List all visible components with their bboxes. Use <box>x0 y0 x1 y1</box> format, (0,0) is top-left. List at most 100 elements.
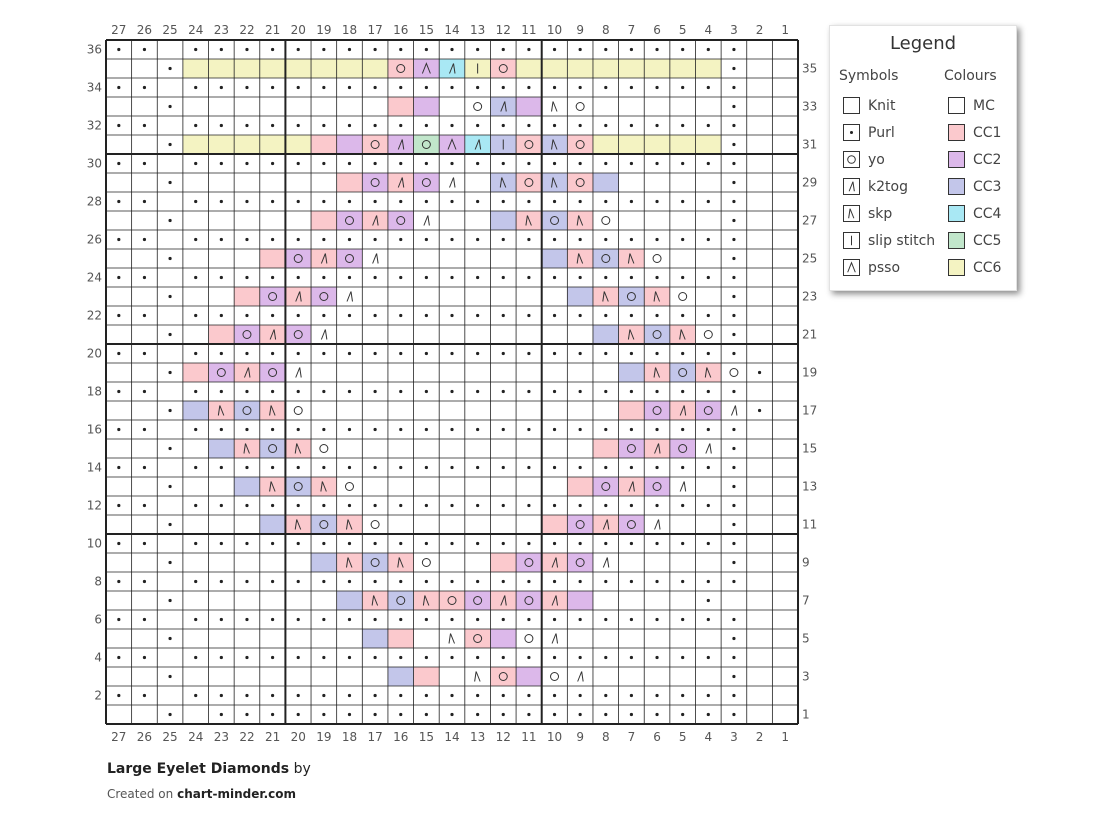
chart-cell <box>578 579 582 584</box>
purl-icon <box>732 313 736 318</box>
chart-cell <box>142 655 147 660</box>
chart-cell <box>336 249 363 268</box>
chart-cell <box>450 351 454 356</box>
purl-icon <box>681 503 685 508</box>
chart-cell <box>259 439 286 458</box>
purl-icon <box>245 389 249 394</box>
chart-cell <box>629 123 634 128</box>
chart-cell <box>604 712 608 717</box>
chart-cell <box>527 275 531 280</box>
purl-icon <box>322 617 326 622</box>
purl-icon <box>399 427 403 432</box>
purl-icon <box>245 617 249 622</box>
purl-icon <box>732 541 736 546</box>
yo-icon <box>293 482 303 491</box>
chart-cell <box>732 617 736 622</box>
chart-cell <box>501 693 505 698</box>
chart-cell <box>706 598 710 603</box>
chart-cell <box>387 173 414 192</box>
purl-icon <box>194 275 198 280</box>
chart-cell <box>208 363 235 382</box>
purl-icon <box>245 275 249 280</box>
purl-icon <box>476 389 480 394</box>
chart-title-text: Large Eyelet Diamonds <box>107 761 290 777</box>
chart-cell <box>168 636 172 641</box>
chart-cell <box>476 85 480 90</box>
chart-cell <box>567 553 593 572</box>
legend-symbol-label: Purl <box>868 124 895 141</box>
chart-cell <box>578 123 582 128</box>
row-number-left: 18 <box>87 385 102 399</box>
purl-icon <box>142 313 147 318</box>
chart-cell <box>604 503 608 508</box>
purl-icon <box>168 332 172 337</box>
purl-icon <box>322 389 326 394</box>
yo-icon <box>550 672 560 681</box>
chart-cell <box>644 363 670 382</box>
yo-icon <box>473 102 483 111</box>
purl-icon <box>655 465 659 470</box>
chart-cell <box>259 325 286 344</box>
chart-cell <box>501 712 505 717</box>
colour-swatch <box>948 151 965 168</box>
chart-cell <box>490 211 517 230</box>
skp-icon <box>397 557 404 568</box>
purl-icon <box>681 237 685 242</box>
chart-cell <box>270 237 275 242</box>
chart-cell <box>142 693 147 698</box>
purl-icon <box>168 104 172 109</box>
chart-cell <box>678 292 688 301</box>
purl-icon <box>322 465 326 470</box>
chart-cell <box>592 477 619 496</box>
column-number-bottom: 27 <box>111 730 126 744</box>
chart-cell <box>439 59 465 78</box>
chart-cell <box>234 287 260 306</box>
chart-cell <box>552 465 557 470</box>
yo-icon <box>601 482 611 491</box>
chart-cell <box>604 655 608 660</box>
chart-cell <box>490 135 517 154</box>
purl-icon <box>732 655 736 660</box>
chart-cell <box>552 47 557 52</box>
k2tog-icon <box>372 215 379 226</box>
chart-cell <box>578 351 582 356</box>
chart-cell <box>567 591 593 610</box>
purl-icon <box>604 161 608 166</box>
chart-cell <box>424 579 428 584</box>
yo-icon <box>473 596 483 605</box>
created-on-site-link[interactable]: chart-minder.com <box>177 787 296 801</box>
chart-cell <box>652 254 662 263</box>
purl-icon <box>732 180 736 185</box>
purl-icon <box>194 503 198 508</box>
chart-cell <box>527 85 531 90</box>
chart-cell <box>117 123 121 128</box>
chart-cell <box>259 59 286 78</box>
purl-icon <box>270 503 275 508</box>
purl-icon <box>373 351 377 356</box>
chart-cell <box>476 351 480 356</box>
chart-cell <box>592 173 619 192</box>
chart-cell <box>655 712 659 717</box>
chart-cell <box>618 249 645 268</box>
purl-icon <box>424 47 428 52</box>
chart-cell <box>245 503 249 508</box>
purl-icon <box>373 617 377 622</box>
chart-cell <box>604 579 608 584</box>
purl-icon <box>117 275 121 280</box>
chart-title-by: by <box>293 761 311 777</box>
chart-cell <box>655 275 659 280</box>
purl-icon <box>219 313 223 318</box>
chart-cell <box>208 401 235 420</box>
purl-icon <box>296 275 300 280</box>
chart-cell <box>476 199 480 204</box>
chart-cell <box>655 161 659 166</box>
purl-icon <box>270 693 275 698</box>
chart-cell <box>629 465 634 470</box>
purl-icon <box>117 579 121 584</box>
purl-icon <box>399 712 403 717</box>
column-number-bottom: 10 <box>547 730 562 744</box>
chart-cell <box>117 617 121 622</box>
chart-cell <box>464 59 491 78</box>
chart-cell <box>629 47 634 52</box>
purl-icon <box>373 275 377 280</box>
